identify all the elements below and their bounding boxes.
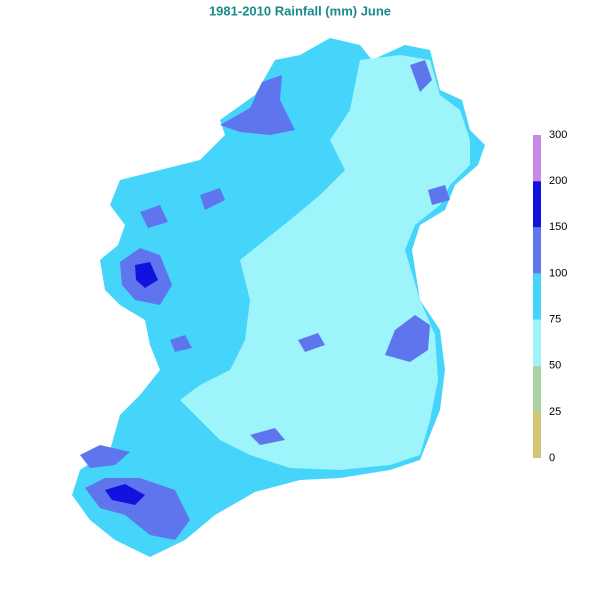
region-100-150 (220, 75, 295, 135)
region-100-150 (140, 205, 168, 228)
legend-swatch (533, 135, 541, 182)
region-100-150 (80, 445, 130, 468)
region-100-150 (428, 185, 450, 205)
region-100-150 (200, 188, 225, 210)
legend-label: 0 (549, 452, 555, 464)
legend-swatch (533, 411, 541, 458)
legend-label: 300 (549, 129, 567, 141)
region-100-150 (298, 333, 325, 352)
legend-label: 200 (549, 175, 567, 187)
legend-label: 150 (549, 221, 567, 233)
region-50-75 (180, 55, 470, 470)
legend-swatch (533, 273, 541, 320)
legend-swatch (533, 227, 541, 274)
legend-label: 50 (549, 360, 561, 372)
legend-label: 75 (549, 313, 561, 325)
region-100-150 (410, 60, 432, 92)
region-100-150 (385, 315, 430, 362)
region-100-150 (170, 335, 192, 352)
legend: 0 25 50 75 100 150 200 300 (533, 129, 567, 464)
region-150-200 (135, 262, 158, 288)
legend-swatch (533, 365, 541, 412)
legend-label: 25 (549, 406, 561, 418)
legend-swatch (533, 181, 541, 228)
ireland-map (72, 38, 485, 557)
region-150-200 (105, 484, 145, 505)
legend-swatch (533, 319, 541, 366)
region-100-150 (250, 428, 285, 445)
map-title: 1981-2010 Rainfall (mm) June (209, 3, 391, 18)
legend-label: 100 (549, 267, 567, 279)
